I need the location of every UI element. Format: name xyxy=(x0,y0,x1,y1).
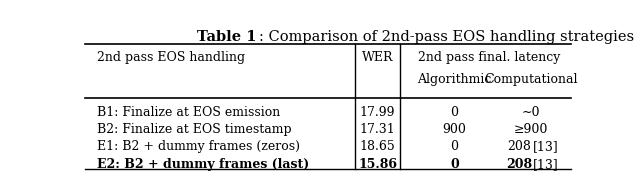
Text: 0: 0 xyxy=(451,140,458,153)
Text: 2nd pass final. latency: 2nd pass final. latency xyxy=(418,51,561,64)
Text: 208: 208 xyxy=(506,158,532,171)
Text: 15.86: 15.86 xyxy=(358,158,397,171)
Text: Algorithmic: Algorithmic xyxy=(417,73,492,86)
Text: B2: Finalize at EOS timestamp: B2: Finalize at EOS timestamp xyxy=(97,123,292,136)
Text: [13]: [13] xyxy=(533,140,559,153)
Text: ≥900: ≥900 xyxy=(514,123,548,136)
Text: WER: WER xyxy=(362,51,394,64)
Text: Table 1: Table 1 xyxy=(196,30,256,44)
Text: ∼0: ∼0 xyxy=(522,106,541,119)
Text: B1: Finalize at EOS emission: B1: Finalize at EOS emission xyxy=(97,106,280,119)
Text: 0: 0 xyxy=(450,158,459,171)
Text: E2: B2 + dummy frames (last): E2: B2 + dummy frames (last) xyxy=(97,158,310,171)
Text: 0: 0 xyxy=(451,106,458,119)
Text: 208: 208 xyxy=(507,140,531,153)
Text: E1: B2 + dummy frames (zeros): E1: B2 + dummy frames (zeros) xyxy=(97,140,300,153)
Text: Computational: Computational xyxy=(484,73,578,86)
Text: [13]: [13] xyxy=(533,158,559,171)
Text: 17.99: 17.99 xyxy=(360,106,396,119)
Text: 18.65: 18.65 xyxy=(360,140,396,153)
Text: 2nd pass EOS handling: 2nd pass EOS handling xyxy=(97,51,246,64)
Text: 900: 900 xyxy=(442,123,467,136)
Text: : Comparison of 2nd-pass EOS handling strategies: : Comparison of 2nd-pass EOS handling st… xyxy=(259,30,634,44)
Text: 17.31: 17.31 xyxy=(360,123,396,136)
